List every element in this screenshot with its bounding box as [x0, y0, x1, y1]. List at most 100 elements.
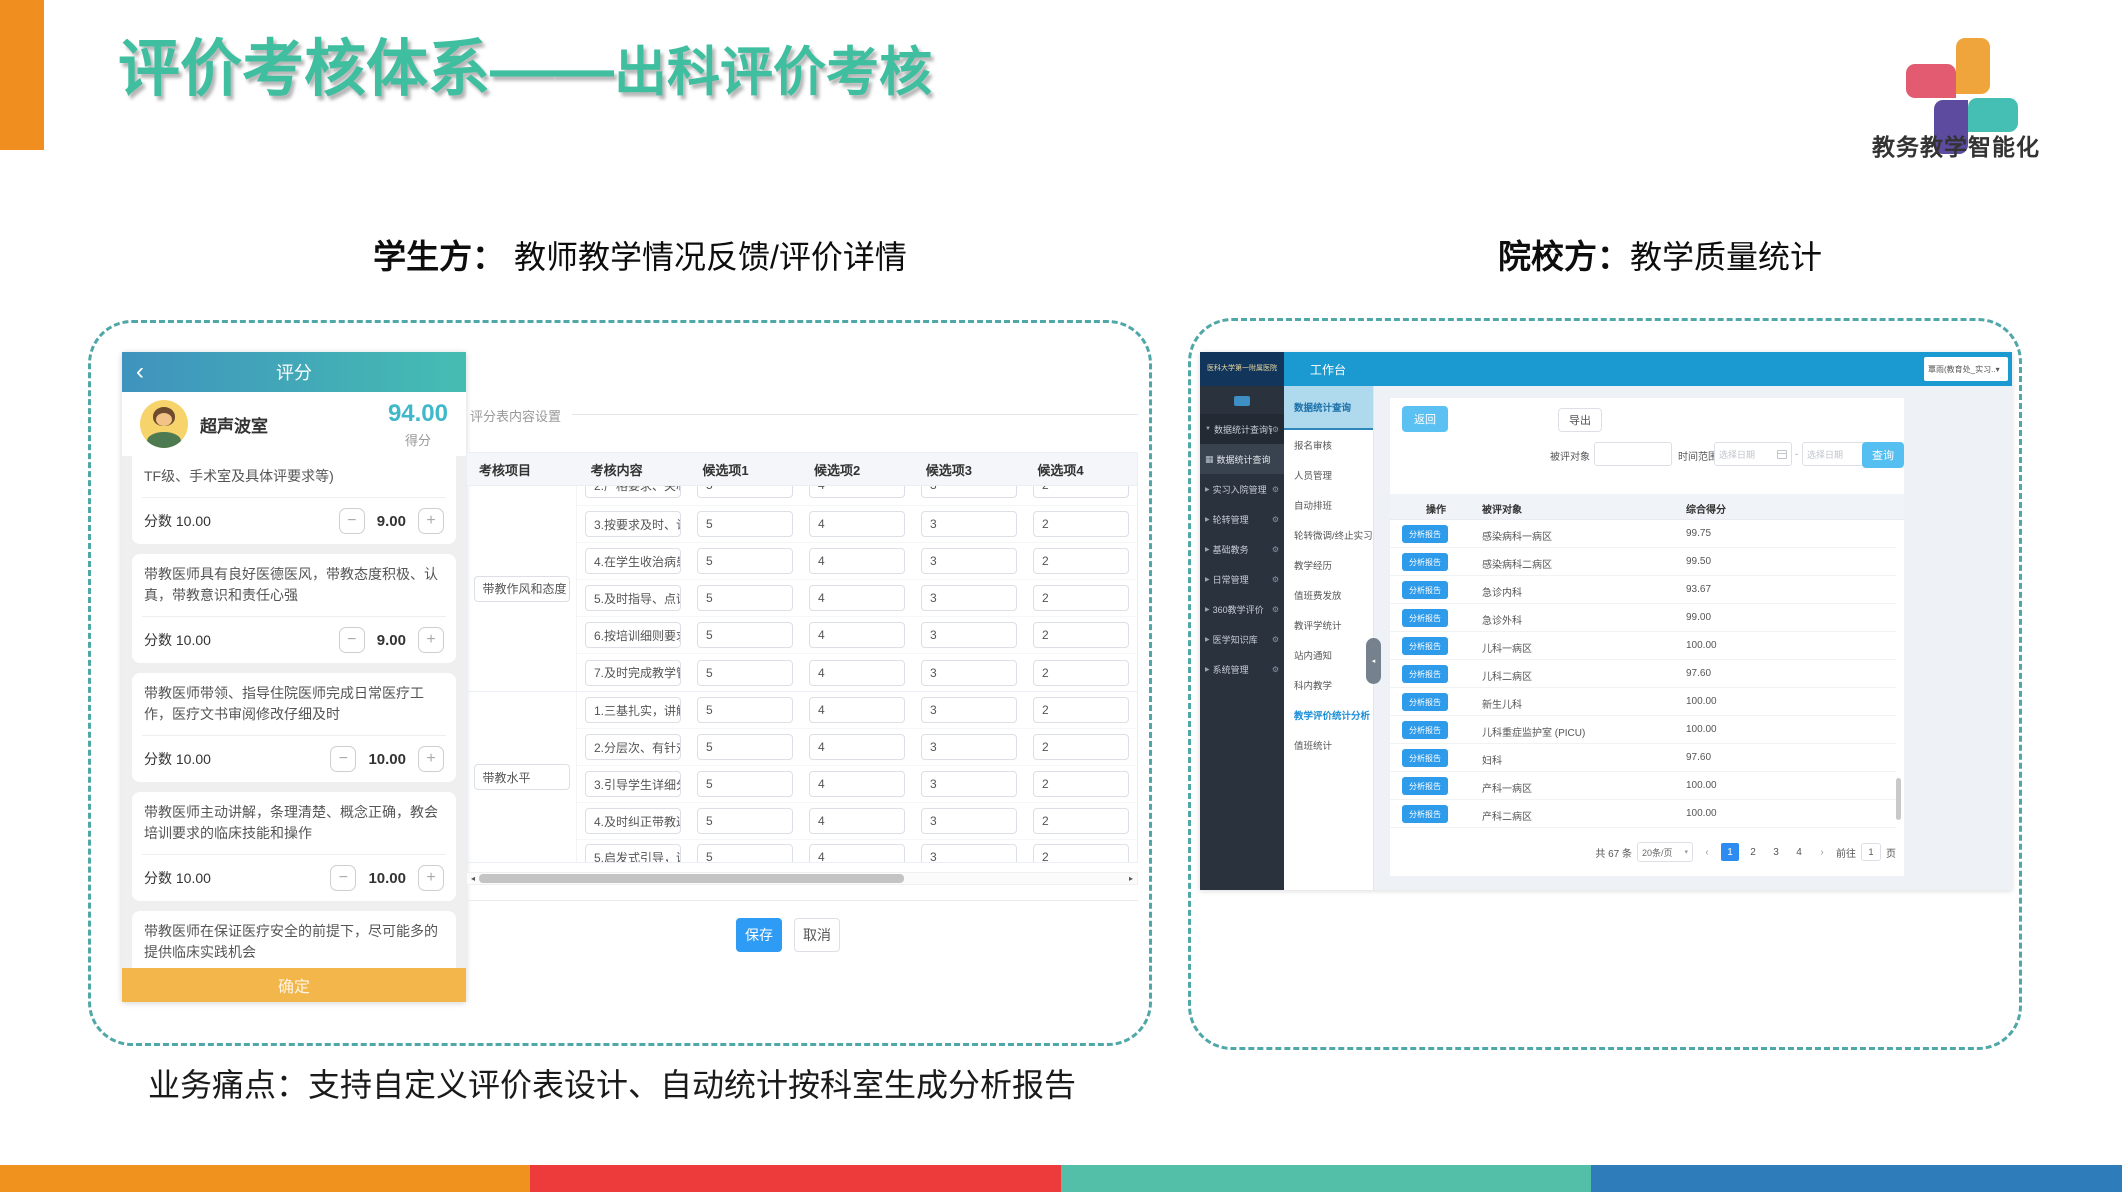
start-date-input[interactable]: 选择日期 — [1714, 442, 1792, 466]
submenu-header[interactable]: 数据统计查询 — [1284, 386, 1373, 430]
submenu-item[interactable]: 自动排班 — [1294, 501, 1333, 512]
scroll-left-icon[interactable]: ◂ — [470, 874, 475, 883]
content-input[interactable]: 5.及时指导、点评 — [585, 585, 681, 611]
analysis-report-button[interactable]: 分析报告 — [1402, 693, 1448, 711]
option2-input[interactable]: 4 — [809, 771, 905, 797]
option4-input[interactable]: 2 — [1033, 585, 1129, 611]
minus-stepper-button[interactable]: − — [338, 627, 365, 653]
submenu-item[interactable]: 轮转微调/终止实习查询 — [1294, 531, 1373, 542]
gear-icon[interactable]: ⚙ — [1271, 424, 1279, 434]
submenu-item[interactable]: 人员管理 — [1294, 471, 1333, 482]
gear-icon[interactable]: ⚙ — [1271, 664, 1279, 674]
option4-input[interactable]: 2 — [1033, 734, 1129, 760]
sidebar-item[interactable]: ▶ 实习入院管理 ⚙ — [1205, 484, 1279, 495]
gear-icon[interactable]: ⚙ — [1271, 574, 1279, 584]
content-input[interactable]: 1.三基扎实，讲解 — [585, 697, 681, 723]
goto-page-input[interactable]: 1 — [1861, 843, 1881, 861]
content-input[interactable]: 2.分层次、有针对 — [585, 734, 681, 760]
content-input[interactable]: 5.启发式引导，讲 — [585, 844, 681, 862]
scrollbar-thumb[interactable] — [479, 874, 904, 883]
group-name-input[interactable]: 带教水平 — [473, 764, 570, 790]
option1-input[interactable]: 5 — [697, 844, 793, 862]
plus-stepper-button[interactable]: + — [418, 746, 444, 772]
option4-input[interactable]: 2 — [1033, 622, 1129, 648]
option2-input[interactable]: 4 — [809, 808, 905, 834]
analysis-report-button[interactable]: 分析报告 — [1402, 637, 1448, 655]
option3-input[interactable]: 3 — [921, 808, 1017, 834]
content-input[interactable]: 2.严格要求、关心 — [585, 486, 681, 498]
analysis-report-button[interactable]: 分析报告 — [1402, 525, 1448, 543]
submenu-item[interactable]: 科内教学 — [1294, 681, 1333, 692]
analysis-report-button[interactable]: 分析报告 — [1402, 609, 1448, 627]
sidebar-item[interactable]: ▶ 基础教务 ⚙ — [1205, 544, 1279, 555]
plus-stepper-button[interactable]: + — [418, 508, 444, 534]
back-chevron-icon[interactable]: ‹ — [136, 358, 144, 385]
submenu-item[interactable]: 站内通知 — [1294, 651, 1333, 662]
minus-stepper-button[interactable]: − — [330, 865, 357, 891]
option1-input[interactable]: 5 — [697, 771, 793, 797]
save-button[interactable]: 保存 — [736, 918, 782, 952]
option3-input[interactable]: 3 — [921, 486, 1017, 498]
option1-input[interactable]: 5 — [697, 486, 793, 498]
analysis-report-button[interactable]: 分析报告 — [1402, 749, 1448, 767]
sidebar-item[interactable]: ▶ 医学知识库 ⚙ — [1205, 634, 1279, 645]
sidebar-item[interactable]: ▶ 日常管理 ⚙ — [1205, 574, 1279, 585]
target-filter-input[interactable] — [1594, 442, 1672, 466]
option2-input[interactable]: 4 — [809, 659, 905, 686]
page-button-2[interactable]: 2 — [1750, 846, 1756, 858]
next-page-button[interactable]: › — [1820, 846, 1824, 858]
analysis-report-button[interactable]: 分析报告 — [1402, 553, 1448, 571]
option1-input[interactable]: 5 — [697, 697, 793, 723]
analysis-report-button[interactable]: 分析报告 — [1402, 777, 1448, 795]
option4-input[interactable]: 2 — [1033, 697, 1129, 723]
plus-stepper-button[interactable]: + — [418, 865, 444, 891]
sidebar-item[interactable]: ▶ 系统管理 ⚙ — [1205, 664, 1279, 675]
option1-input[interactable]: 5 — [697, 659, 793, 686]
sidebar-item[interactable]: ▶ 360教学评价 ⚙ — [1205, 604, 1279, 615]
option2-input[interactable]: 4 — [809, 585, 905, 611]
analysis-report-button[interactable]: 分析报告 — [1402, 805, 1448, 823]
page-button-3[interactable]: 3 — [1773, 846, 1779, 858]
option2-input[interactable]: 4 — [809, 486, 905, 498]
option3-input[interactable]: 3 — [921, 734, 1017, 760]
sidebar-item[interactable]: ▶ 轮转管理 ⚙ — [1205, 514, 1279, 525]
content-input[interactable]: 4.及时纠正带教过 — [585, 808, 681, 834]
sidebar-item-data-stats-mgmt[interactable]: ▼ 数据统计查询管理 ⚙ — [1200, 414, 1284, 444]
option3-input[interactable]: 3 — [921, 844, 1017, 862]
search-button[interactable]: 查询 — [1862, 442, 1904, 468]
page-button-1[interactable]: 1 — [1721, 843, 1739, 861]
sidebar-item-data-stats-query[interactable]: ▦ 数据统计查询 — [1200, 444, 1284, 474]
option1-input[interactable]: 5 — [697, 511, 793, 537]
app-switcher-icon[interactable] — [1234, 396, 1250, 406]
submenu-item[interactable]: 报名审核 — [1294, 441, 1333, 452]
option4-input[interactable]: 2 — [1033, 771, 1129, 797]
cancel-button[interactable]: 取消 — [794, 918, 840, 952]
option2-input[interactable]: 4 — [809, 734, 905, 760]
option2-input[interactable]: 4 — [809, 511, 905, 537]
prev-page-button[interactable]: ‹ — [1705, 846, 1709, 858]
gear-icon[interactable]: ⚙ — [1271, 484, 1279, 494]
option2-input[interactable]: 4 — [809, 844, 905, 862]
content-input[interactable]: 7.及时完成教学管 — [585, 659, 681, 686]
plus-stepper-button[interactable]: + — [418, 627, 444, 653]
gear-icon[interactable]: ⚙ — [1271, 604, 1279, 614]
scroll-right-icon[interactable]: ▸ — [1128, 874, 1133, 883]
analysis-report-button[interactable]: 分析报告 — [1402, 665, 1448, 683]
content-input[interactable]: 6.按培训细则要求 — [585, 622, 681, 648]
content-input[interactable]: 4.在学生收治病患 — [585, 548, 681, 574]
option2-input[interactable]: 4 — [809, 622, 905, 648]
user-dropdown[interactable]: 覃雨(教育处_实习.. ▾ — [1924, 357, 2008, 381]
option3-input[interactable]: 3 — [921, 771, 1017, 797]
option4-input[interactable]: 2 — [1033, 548, 1129, 574]
export-button[interactable]: 导出 — [1558, 408, 1602, 432]
gear-icon[interactable]: ⚙ — [1271, 634, 1279, 644]
option3-input[interactable]: 3 — [921, 659, 1017, 686]
workspace-tab[interactable]: 工作台 — [1310, 362, 1347, 377]
back-button[interactable]: 返回 — [1402, 406, 1448, 432]
page-button-4[interactable]: 4 — [1796, 846, 1802, 858]
option4-input[interactable]: 2 — [1033, 659, 1129, 686]
option1-input[interactable]: 5 — [697, 548, 793, 574]
analysis-report-button[interactable]: 分析报告 — [1402, 721, 1448, 739]
option2-input[interactable]: 4 — [809, 697, 905, 723]
option1-input[interactable]: 5 — [697, 622, 793, 648]
